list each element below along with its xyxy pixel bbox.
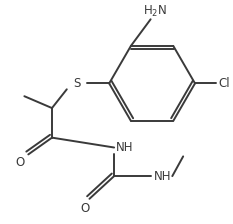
- Text: Cl: Cl: [219, 77, 230, 90]
- Text: NH: NH: [116, 141, 134, 154]
- Text: O: O: [16, 156, 25, 169]
- Text: O: O: [80, 202, 89, 215]
- Text: H$_2$N: H$_2$N: [144, 4, 168, 19]
- Text: NH: NH: [154, 170, 171, 183]
- Text: S: S: [73, 77, 80, 90]
